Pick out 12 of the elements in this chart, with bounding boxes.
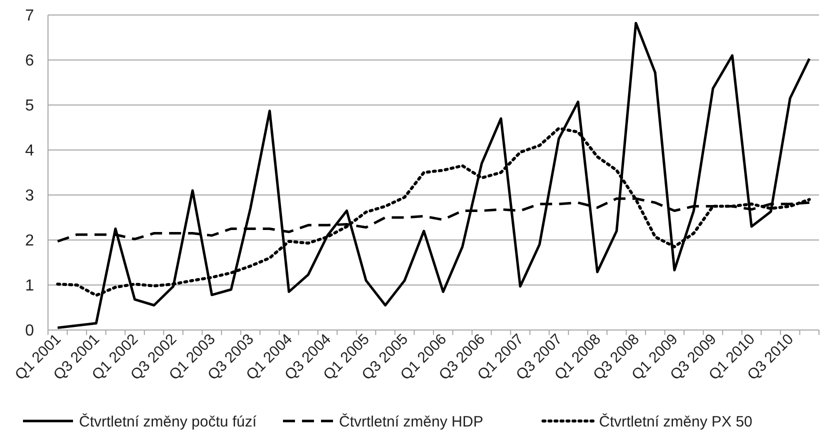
y-tick-label: 0	[25, 322, 34, 340]
line-series	[56, 22, 811, 329]
legend-label: Čtvrtletní změny HDP	[339, 412, 484, 430]
y-tick-label: 2	[25, 232, 34, 250]
y-tick-label: 3	[25, 188, 34, 205]
y-tick-label: 4	[25, 142, 34, 160]
legend-label: Čtvrtletní změny počtu fúzí	[79, 412, 258, 430]
y-tick-label: 5	[25, 98, 34, 115]
legend-label: Čtvrtletní změny PX 50	[599, 412, 752, 430]
y-tick-label: 1	[25, 278, 34, 295]
y-tick-label: 6	[25, 52, 34, 70]
y-tick-label: 7	[25, 8, 34, 25]
